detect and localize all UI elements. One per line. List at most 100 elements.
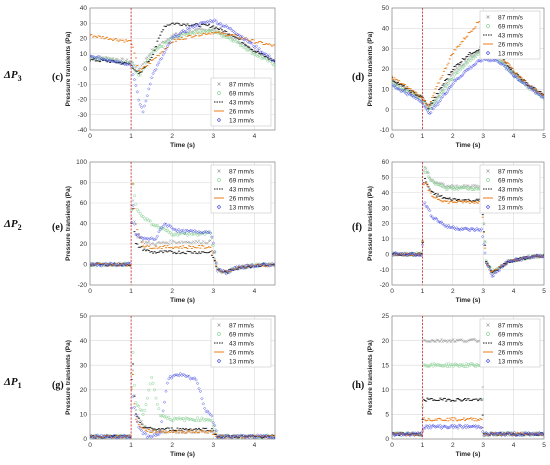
data-point — [207, 239, 211, 243]
data-point — [160, 414, 164, 418]
data-point — [396, 432, 400, 436]
data-point — [118, 433, 122, 437]
y-tick-label: 50 — [382, 175, 390, 182]
data-point — [144, 432, 148, 436]
data-point — [137, 210, 141, 214]
data-point — [177, 240, 181, 244]
data-point — [463, 63, 467, 67]
data-point — [441, 95, 445, 99]
data-point — [450, 73, 454, 76]
y-tick-label: -20 — [78, 97, 88, 104]
row-label-dp1: ΔP1 — [3, 376, 22, 390]
data-point — [241, 45, 245, 49]
data-point — [234, 265, 238, 269]
data-point — [435, 217, 439, 221]
data-point — [448, 339, 452, 342]
data-point — [254, 44, 259, 48]
data-point — [449, 424, 453, 428]
data-point — [115, 263, 119, 268]
data-point — [463, 226, 467, 230]
data-point — [469, 362, 473, 366]
data-point — [141, 236, 145, 241]
data-point — [168, 224, 172, 228]
data-point — [481, 397, 485, 401]
panel-label: (c) — [52, 72, 63, 83]
data-point — [148, 219, 152, 223]
data-point — [131, 72, 135, 77]
data-point — [503, 64, 507, 68]
data-point — [233, 38, 237, 42]
data-point — [172, 34, 177, 39]
data-point — [138, 408, 142, 412]
data-point — [178, 371, 183, 376]
x-tick-label: 2 — [170, 442, 174, 449]
data-point — [423, 166, 427, 170]
legend-swatch — [486, 332, 490, 336]
data-point — [223, 269, 227, 274]
data-point — [424, 339, 428, 343]
data-point — [418, 431, 422, 435]
data-point — [428, 209, 432, 213]
data-point — [228, 26, 233, 30]
legend-entry: 26 mm/s — [498, 195, 524, 202]
data-point — [154, 67, 158, 72]
data-point — [211, 241, 215, 245]
data-point — [252, 51, 255, 55]
data-point — [472, 424, 477, 429]
data-point — [267, 435, 271, 439]
legend-entry: 69 mm/s — [498, 23, 524, 30]
y-tick-label: 30 — [80, 20, 88, 27]
data-point — [428, 176, 432, 180]
data-point — [154, 396, 158, 400]
data-point — [446, 426, 451, 430]
data-point — [230, 268, 234, 272]
data-point — [177, 34, 181, 38]
data-point — [447, 362, 451, 366]
data-point — [153, 224, 156, 228]
data-point — [155, 224, 159, 227]
data-point — [137, 425, 141, 429]
data-point — [172, 373, 177, 377]
data-point — [229, 35, 232, 39]
y-tick-label: 10 — [382, 87, 390, 94]
data-point — [409, 251, 413, 256]
data-point — [488, 265, 492, 269]
data-point — [210, 235, 214, 239]
data-point — [138, 236, 142, 240]
data-point — [501, 432, 505, 436]
data-point — [465, 67, 470, 71]
plot-frame — [89, 315, 276, 440]
data-point — [475, 426, 479, 430]
data-point — [183, 419, 187, 423]
legend-entry: 26 mm/s — [229, 108, 255, 115]
legend-box — [210, 318, 272, 368]
data-point — [106, 263, 111, 268]
data-point — [178, 417, 182, 421]
data-point — [131, 199, 135, 202]
data-point — [481, 385, 485, 389]
x-axis-label: Time (s) — [170, 297, 195, 304]
data-point — [260, 262, 264, 266]
data-point — [187, 374, 191, 378]
plot-frame — [89, 7, 276, 131]
x-tick-label: 0 — [390, 442, 394, 449]
data-point — [461, 73, 465, 77]
data-point — [475, 184, 479, 187]
data-point — [527, 431, 531, 435]
data-point — [157, 432, 161, 437]
y-tick-label: 50 — [80, 313, 88, 320]
data-point — [469, 425, 473, 429]
data-point — [451, 184, 455, 188]
y-tick-label: -10 — [78, 81, 88, 88]
x-tick-label: 5 — [542, 442, 546, 449]
plot-frame — [391, 315, 545, 440]
y-tick-label: 10 — [382, 387, 390, 394]
data-point — [105, 435, 109, 439]
y-tick-label: 40 — [382, 190, 390, 197]
data-point — [434, 340, 437, 343]
data-point — [147, 87, 151, 91]
data-point — [430, 104, 434, 108]
data-point — [244, 37, 248, 41]
data-point — [90, 433, 94, 438]
legend-box — [479, 10, 541, 60]
